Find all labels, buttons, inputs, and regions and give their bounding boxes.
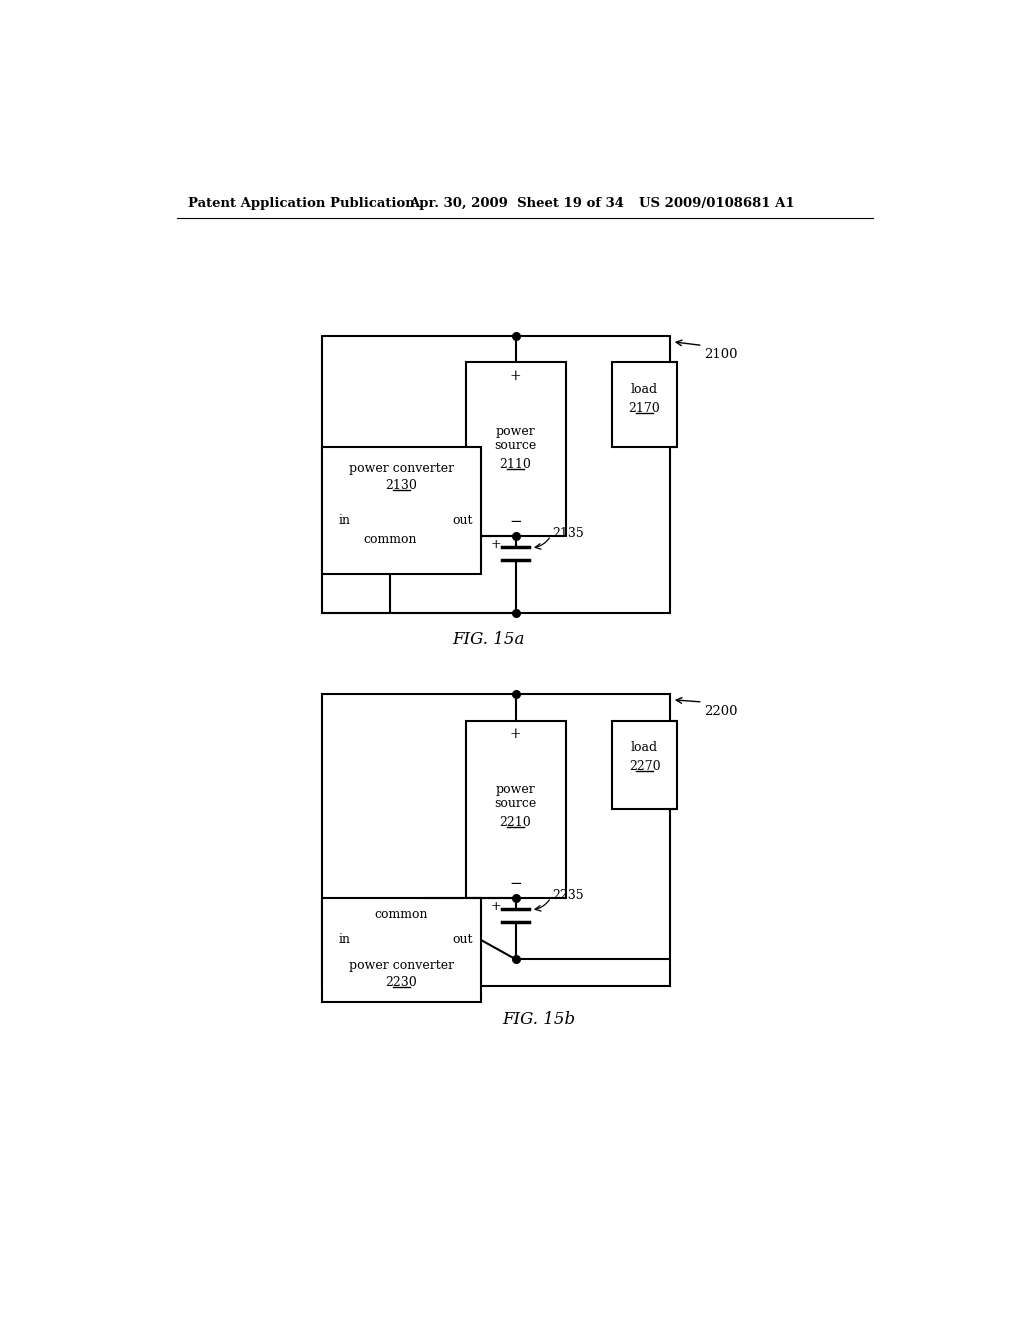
Text: in: in [339, 513, 350, 527]
Text: power: power [496, 425, 536, 438]
Text: source: source [495, 797, 537, 810]
Text: −: − [509, 876, 522, 891]
Text: 2170: 2170 [629, 403, 660, 416]
Text: +: + [490, 899, 501, 912]
Bar [611, 721, 677, 809]
Text: load: load [631, 383, 658, 396]
Text: load: load [631, 741, 658, 754]
Text: +: + [490, 537, 501, 550]
Text: 2230: 2230 [385, 975, 417, 989]
Text: out: out [453, 513, 473, 527]
Text: Patent Application Publication: Patent Application Publication [188, 197, 415, 210]
Bar [466, 721, 565, 898]
Text: out: out [453, 933, 473, 946]
Text: 2110: 2110 [500, 458, 531, 471]
Text: power converter: power converter [348, 462, 454, 475]
Text: power converter: power converter [348, 958, 454, 972]
Text: common: common [362, 533, 417, 546]
Text: source: source [495, 440, 537, 453]
Text: 2130: 2130 [385, 479, 417, 492]
Text: Apr. 30, 2009  Sheet 19 of 34: Apr. 30, 2009 Sheet 19 of 34 [410, 197, 625, 210]
Text: common: common [375, 908, 428, 921]
Bar [466, 363, 565, 536]
Bar [322, 693, 670, 986]
Text: US 2009/0108681 A1: US 2009/0108681 A1 [639, 197, 795, 210]
Text: 2135: 2135 [553, 527, 585, 540]
Text: 2235: 2235 [553, 888, 584, 902]
Text: FIG. 15b: FIG. 15b [502, 1011, 575, 1028]
Text: 2200: 2200 [705, 705, 737, 718]
Text: 2270: 2270 [629, 760, 660, 774]
Text: 2210: 2210 [500, 816, 531, 829]
Text: 2100: 2100 [705, 348, 737, 362]
Bar [322, 447, 481, 574]
Text: in: in [339, 933, 350, 946]
Text: +: + [510, 727, 521, 742]
Text: +: + [510, 370, 521, 383]
Bar [322, 898, 481, 1002]
Bar [611, 363, 677, 447]
Text: power: power [496, 783, 536, 796]
Text: −: − [509, 515, 522, 529]
Bar [322, 335, 670, 612]
Text: FIG. 15a: FIG. 15a [453, 631, 524, 648]
